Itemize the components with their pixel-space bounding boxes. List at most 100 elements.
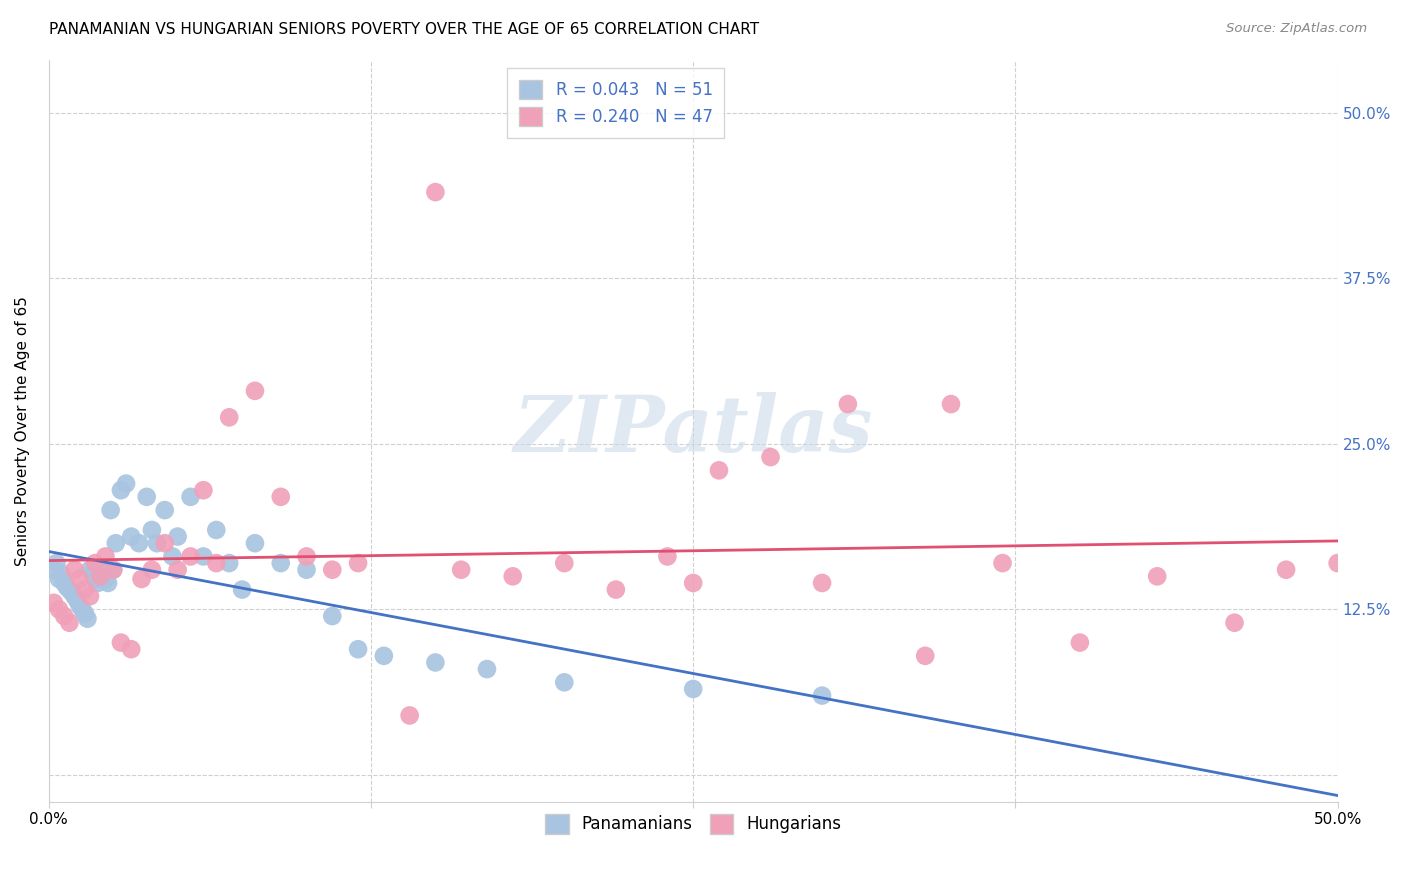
Point [450,563,472,577]
Point [321,563,343,577]
Point [42,563,65,577]
Point [72,602,94,616]
Point [87,576,110,591]
Point [42,596,65,610]
Point [63,563,86,577]
Point [73,607,96,621]
Point [180,490,202,504]
Point [1326,556,1348,570]
Point [991,556,1014,570]
Point [707,463,730,477]
Point [91,563,114,577]
Point [166,563,188,577]
Point [811,689,834,703]
Point [53,576,76,591]
Point [73,582,96,597]
Point [100,503,122,517]
Point [66,593,89,607]
Point [103,563,125,577]
Point [837,397,859,411]
Point [398,708,420,723]
Point [89,569,111,583]
Point [79,563,101,577]
Point [53,609,76,624]
Point [58,615,80,630]
Point [56,580,79,594]
Point [104,536,127,550]
Point [180,549,202,564]
Point [347,556,370,570]
Point [1223,615,1246,630]
Point [84,556,107,570]
Point [425,656,447,670]
Point [153,536,176,550]
Point [475,662,498,676]
Point [295,549,318,564]
Point [115,476,138,491]
Point [45,556,67,570]
Point [120,642,142,657]
Point [63,589,86,603]
Text: ZIPatlas: ZIPatlas [513,392,873,469]
Point [347,642,370,657]
Point [51,566,73,581]
Point [682,681,704,696]
Point [128,536,150,550]
Point [84,572,107,586]
Point [110,483,132,498]
Point [270,556,292,570]
Point [97,576,120,591]
Point [425,185,447,199]
Point [166,530,188,544]
Text: PANAMANIAN VS HUNGARIAN SENIORS POVERTY OVER THE AGE OF 65 CORRELATION CHART: PANAMANIAN VS HUNGARIAN SENIORS POVERTY … [49,22,759,37]
Point [94,549,117,564]
Y-axis label: Seniors Poverty Over the Age of 65: Seniors Poverty Over the Age of 65 [15,295,30,566]
Point [218,556,240,570]
Point [146,536,169,550]
Point [120,530,142,544]
Point [48,602,70,616]
Point [1069,635,1091,649]
Point [939,397,962,411]
Point [103,563,125,577]
Point [1275,563,1298,577]
Point [270,490,292,504]
Point [502,569,524,583]
Point [110,635,132,649]
Point [553,675,575,690]
Point [141,563,163,577]
Point [58,582,80,597]
Point [48,572,70,586]
Point [193,549,215,564]
Point [82,566,104,581]
Point [153,503,176,517]
Point [914,648,936,663]
Text: Source: ZipAtlas.com: Source: ZipAtlas.com [1226,22,1367,36]
Point [76,612,98,626]
Point [69,599,91,613]
Point [205,523,228,537]
Point [243,536,266,550]
Point [69,572,91,586]
Point [811,576,834,591]
Point [231,582,253,597]
Point [605,582,627,597]
Point [553,556,575,570]
Point [193,483,215,498]
Point [79,589,101,603]
Legend: Panamanians, Hungarians: Panamanians, Hungarians [533,803,853,846]
Point [1146,569,1168,583]
Point [682,576,704,591]
Point [60,585,83,599]
Point [89,569,111,583]
Point [94,572,117,586]
Point [295,563,318,577]
Point [657,549,679,564]
Point [141,523,163,537]
Point [373,648,395,663]
Point [321,609,343,624]
Point [243,384,266,398]
Point [135,490,157,504]
Point [759,450,782,464]
Point [205,556,228,570]
